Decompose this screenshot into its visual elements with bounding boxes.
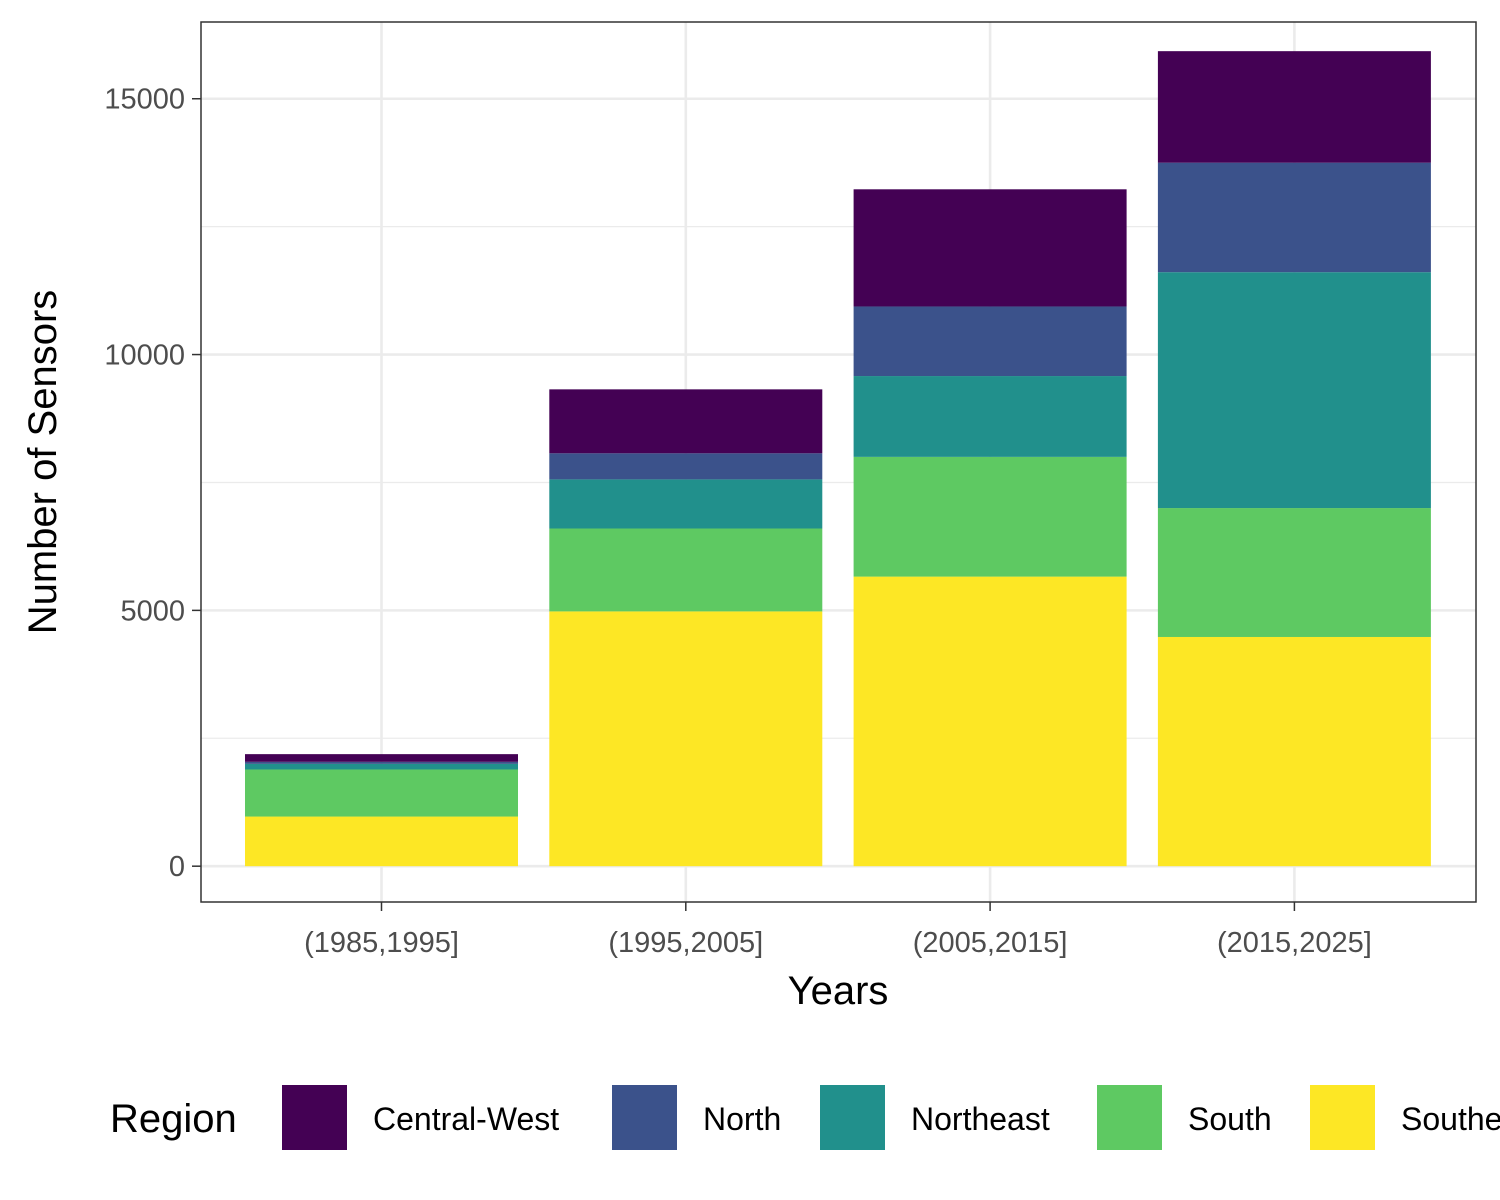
x-tick-label: (2015,2025] [1217, 927, 1372, 959]
legend-label: Northeast [911, 1101, 1050, 1137]
bar-segment [1157, 162, 1431, 273]
bar-segment [549, 528, 823, 612]
bar-segment [853, 376, 1127, 457]
legend-key [1310, 1085, 1375, 1150]
plot-border [200, 21, 1477, 903]
legend: Region Central-West North Northeast South So… [110, 1085, 1500, 1150]
bar-segment [245, 763, 518, 770]
y-tick-label: 0 [169, 851, 185, 883]
bar-segment [853, 306, 1127, 377]
legend-key [820, 1085, 885, 1150]
bar-segment [549, 479, 823, 529]
legend-title: Region [110, 1097, 237, 1141]
bar-segment [549, 611, 823, 867]
y-tick-label: 5000 [120, 595, 185, 627]
bar-segment [245, 816, 518, 867]
bar-segment [1157, 508, 1431, 637]
bar-segment [1157, 51, 1431, 163]
bar-segment [245, 754, 518, 762]
legend-label: Southeast [1401, 1101, 1500, 1137]
y-axis: 0 5000 10000 15000 [104, 84, 201, 883]
bar-segment [1157, 636, 1431, 867]
bar-segment [1157, 272, 1431, 509]
x-axis-title: Years [788, 969, 889, 1013]
y-tick-label: 15000 [104, 84, 185, 116]
legend-label: North [703, 1101, 781, 1137]
x-axis: (1985,1995] (1995,2005] (2005,2015] (2015,2… [304, 902, 1372, 959]
bars [245, 51, 1431, 867]
legend-label: South [1188, 1101, 1272, 1137]
bar-segment [853, 189, 1127, 307]
legend-label: Central-West [373, 1101, 559, 1137]
legend-key [1097, 1085, 1162, 1150]
x-tick-label: (2005,2015] [913, 927, 1068, 959]
y-axis-title: Number of Sensors [21, 290, 65, 635]
bar-segment [549, 389, 823, 454]
legend-key [612, 1085, 677, 1150]
bar-segment [549, 453, 823, 480]
bar-segment [245, 761, 518, 764]
bar-segment [853, 456, 1127, 577]
x-tick-label: (1995,2005] [608, 927, 763, 959]
bar-segment [853, 576, 1127, 867]
y-tick-label: 10000 [104, 340, 185, 372]
legend-key [282, 1085, 347, 1150]
x-tick-label: (1985,1995] [304, 927, 459, 959]
bar-segment [245, 769, 518, 817]
